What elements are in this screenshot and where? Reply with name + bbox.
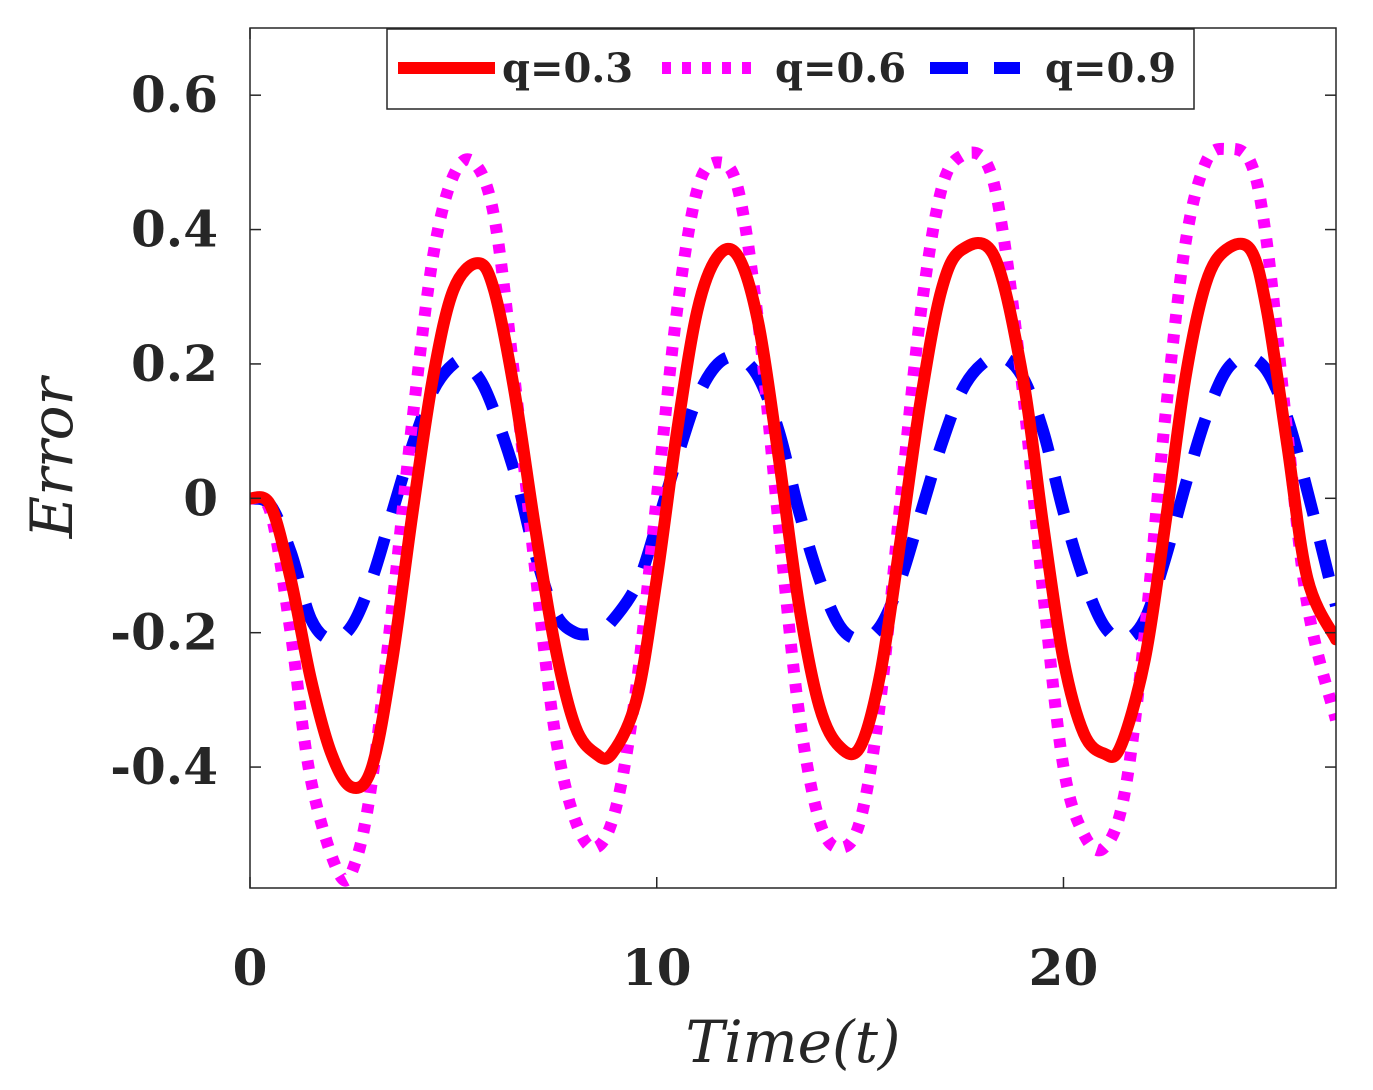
axes-box [249,27,1337,889]
y-tick-label: -0.2 [110,603,218,662]
y-tick-label: -0.4 [110,737,218,796]
x-tick-label: 20 [1029,938,1099,997]
x-tick-label: 10 [622,938,692,997]
plot-area [250,142,1336,887]
y-tick-label: 0.6 [131,65,218,124]
x-axis-title: Time(t) [685,1008,900,1076]
axes: 0 10 20 -0.4 -0.2 0 0.2 0.4 0.6 Time(t) Error [18,27,1337,1076]
series-group [250,142,1336,887]
x-tick-label: 0 [233,938,268,997]
legend-label-q-0-6: q=0.6 [775,45,906,92]
y-tick-label: 0 [183,468,218,527]
legend-box [386,28,1195,110]
y-tick-label: 0.4 [131,200,218,259]
legend: q=0.3 q=0.6 q=0.9 [386,28,1195,110]
legend-label-q-0-9: q=0.9 [1045,45,1176,92]
y-axis-title: Error [18,375,86,540]
legend-label-q-0-3: q=0.3 [502,45,633,92]
y-tick-label: 0.2 [131,334,218,393]
series-line-q-0-3 [250,237,1336,794]
